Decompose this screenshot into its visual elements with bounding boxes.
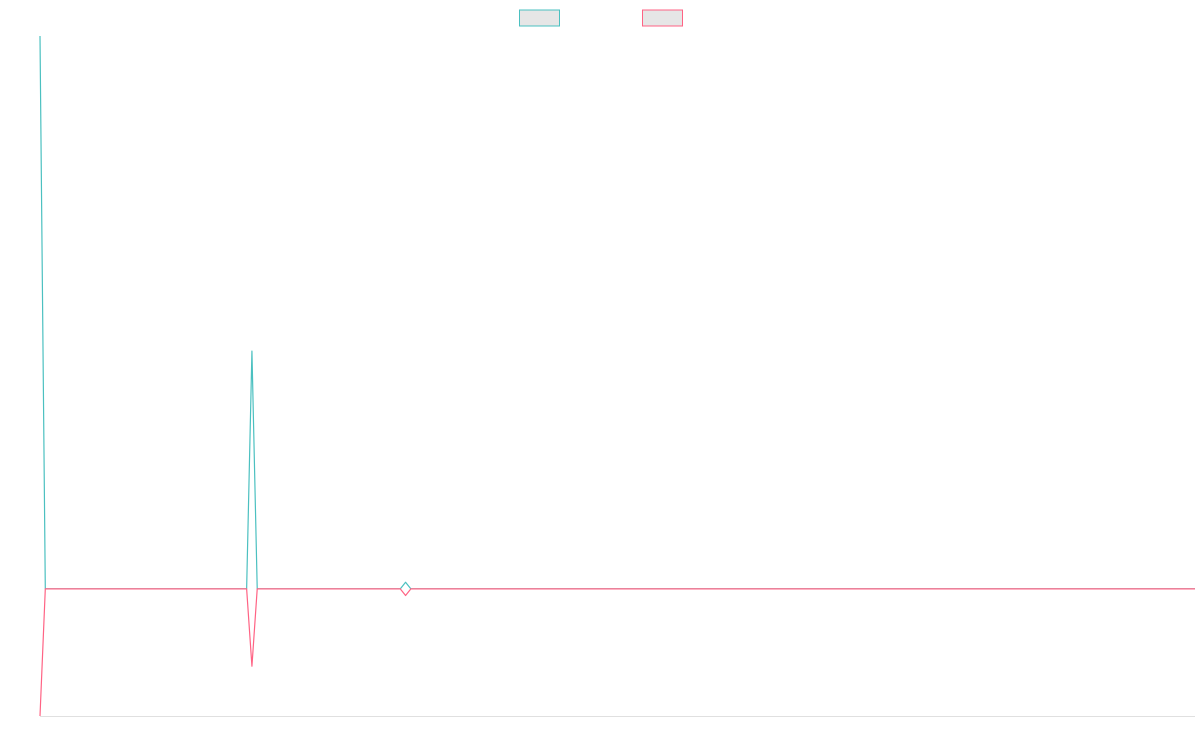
series-line bbox=[39, 588, 1195, 717]
legend-swatch[interactable] bbox=[519, 9, 560, 27]
legend-swatch[interactable] bbox=[642, 9, 683, 27]
series-line bbox=[39, 35, 1195, 590]
